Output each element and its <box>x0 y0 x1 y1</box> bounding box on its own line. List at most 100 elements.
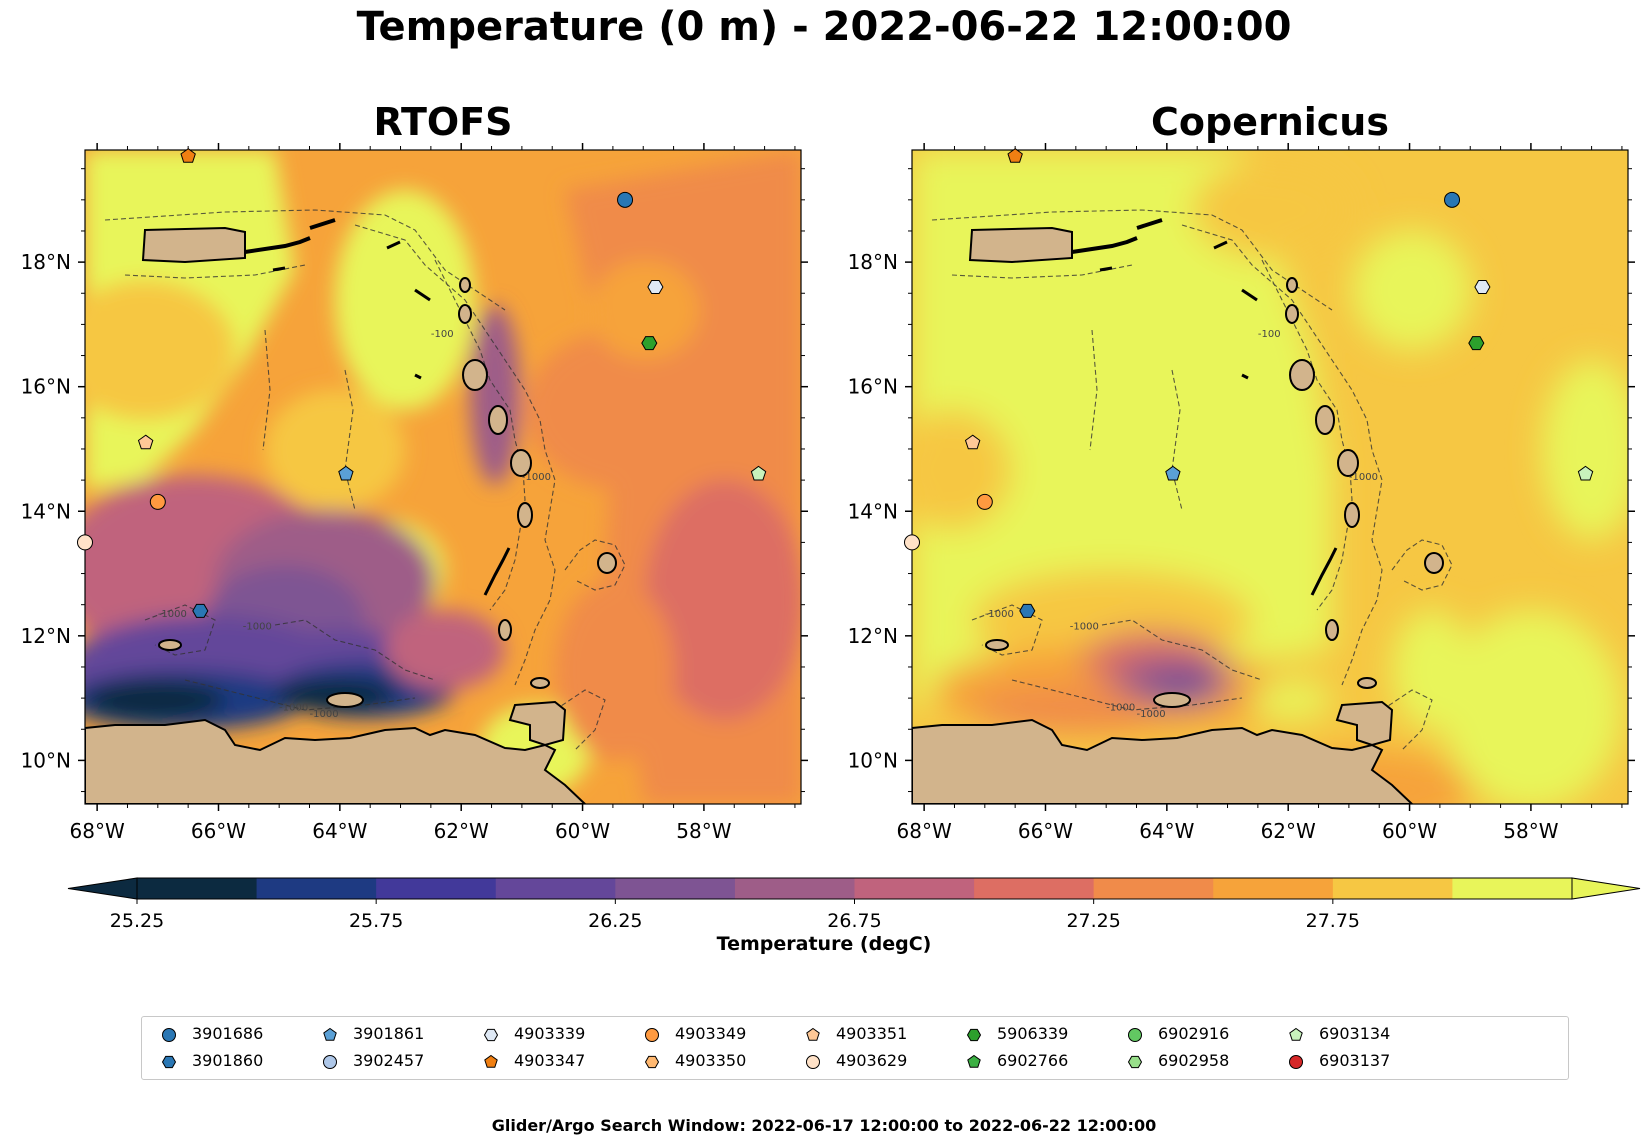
legend-label: 6903137 <box>1319 1051 1391 1070</box>
legend-marker-icon <box>483 1028 499 1042</box>
colorbar-segment <box>854 878 975 899</box>
colorbar-tick-label: 27.25 <box>1066 910 1120 932</box>
lat-tick-label: 14°N <box>21 499 71 523</box>
legend-marker-4903350 <box>644 1055 660 1069</box>
lat-tick-label: 10°N <box>848 748 898 772</box>
lon-tick-label: 66°W <box>1018 819 1073 843</box>
map-axes: 68°W 66°W 64°W 62°W 60°W 58°W 18°N 16°N 14°N 12°N… <box>21 143 1635 843</box>
legend-label: 6903134 <box>1319 1024 1391 1043</box>
float-marker-4903339 <box>1474 280 1491 294</box>
legend-marker-4903349 <box>645 1028 659 1042</box>
contour-label: -100 <box>1258 329 1281 340</box>
lon-tick-label: 58°W <box>1503 819 1558 843</box>
colorbar-segment <box>137 878 258 899</box>
colorbar-tick-label: 26.25 <box>588 910 642 932</box>
lat-tick-label: 16°N <box>848 375 898 399</box>
legend-marker-icon <box>645 1028 659 1042</box>
float-marker-4903351 <box>964 434 981 450</box>
legend-label: 4903350 <box>675 1051 747 1070</box>
legend-label: 3901861 <box>353 1024 425 1043</box>
lon-tick-label: 64°W <box>1139 819 1194 843</box>
legend-marker-icon <box>484 1054 498 1068</box>
legend-label: 3901686 <box>192 1024 264 1043</box>
float-marker-4903347 <box>1007 148 1023 163</box>
legend-marker-icon <box>967 1054 981 1068</box>
legend-label: 5906339 <box>997 1024 1069 1043</box>
float-marker-3901686 <box>1444 191 1461 208</box>
float-marker-3901861 <box>338 465 354 481</box>
colorbar-min-extend <box>67 877 138 900</box>
colorbar-segment <box>615 878 736 899</box>
legend-marker-icon <box>161 1055 177 1069</box>
search-window-note: Glider/Argo Search Window: 2022-06-17 12… <box>491 1116 1157 1135</box>
legend-marker-icon <box>162 1028 176 1042</box>
contour-label: -1000 <box>985 609 1014 620</box>
colorbar-tick-label: 25.25 <box>110 910 164 932</box>
lon-tick-label: 60°W <box>555 819 610 843</box>
legend-marker-icon <box>1127 1055 1143 1069</box>
legend-marker-icon <box>1289 1027 1303 1041</box>
legend-marker-icon <box>644 1055 660 1069</box>
colorbar-max-extend <box>1571 877 1641 900</box>
float-marker-5906339 <box>1468 336 1485 351</box>
contour-label: -1000 <box>158 609 187 620</box>
contour-label: -100 <box>431 329 454 340</box>
legend-marker-icon <box>323 1027 337 1041</box>
contour-label: -1000 <box>522 472 551 483</box>
colorbar-segment <box>1093 878 1214 899</box>
legend-marker-icon <box>1128 1028 1142 1042</box>
legend-marker-3902457 <box>323 1055 337 1069</box>
float-markers <box>77 148 1594 618</box>
lon-tick-label: 64°W <box>312 819 367 843</box>
colorbar-segment <box>734 878 855 899</box>
legend-marker-5906339 <box>966 1028 982 1042</box>
float-marker-4903351 <box>137 434 154 450</box>
float-marker-6903134 <box>1577 465 1594 481</box>
legend-label: 4903629 <box>836 1051 908 1070</box>
legend-label: 4903351 <box>836 1024 908 1043</box>
map-panel-rtofs <box>84 149 802 805</box>
legend-marker-3901860 <box>161 1055 177 1069</box>
legend-marker-4903629 <box>806 1055 820 1069</box>
float-marker-4903349 <box>976 493 993 510</box>
lat-tick-label: 18°N <box>21 250 71 274</box>
legend-marker-6903134 <box>1289 1027 1303 1041</box>
legend-marker-icon <box>806 1027 820 1041</box>
colorbar-segment <box>1452 878 1573 899</box>
legend-label: 4903349 <box>675 1024 747 1043</box>
float-legend: 3901686 3901860 3901861 3902457 4903339 49033… <box>141 1016 1569 1080</box>
legend-marker-icon <box>323 1055 337 1069</box>
lat-tick-label: 18°N <box>848 250 898 274</box>
float-marker-3901860 <box>1019 603 1036 618</box>
legend-label: 4903339 <box>514 1024 586 1043</box>
contour-label: -1000 <box>279 703 308 714</box>
lat-tick-label: 12°N <box>21 624 71 648</box>
colorbar-segment <box>495 878 616 899</box>
legend-marker-icon <box>966 1028 982 1042</box>
legend-label: 4903347 <box>514 1051 586 1070</box>
lat-tick-label: 16°N <box>21 375 71 399</box>
legend-marker-6902766 <box>967 1054 981 1068</box>
float-marker-4903347 <box>180 148 196 163</box>
lon-tick-label: 58°W <box>676 819 731 843</box>
float-marker-3901861 <box>1165 465 1181 481</box>
float-marker-3901686 <box>617 191 634 208</box>
float-marker-4903629 <box>904 534 920 551</box>
contour-label: -1000 <box>243 622 272 633</box>
legend-label: 6902958 <box>1158 1051 1230 1070</box>
colorbar-segment <box>974 878 1095 899</box>
legend-marker-4903351 <box>806 1027 820 1041</box>
contour-label: -1000 <box>1137 709 1166 720</box>
map-panel-copernicus <box>911 149 1629 805</box>
contour-label: -1000 <box>1349 472 1378 483</box>
panel-title-copernicus: Copernicus <box>1151 100 1389 144</box>
legend-label: 3901860 <box>192 1051 264 1070</box>
colorbar-label: Temperature (degC) <box>716 933 932 955</box>
legend-marker-3901686 <box>162 1028 176 1042</box>
lon-tick-label: 62°W <box>434 819 489 843</box>
legend-marker-4903347 <box>484 1054 498 1068</box>
sst-field-copernicus <box>912 150 1628 804</box>
float-marker-3901860 <box>192 603 209 618</box>
colorbar-segment <box>376 878 497 899</box>
legend-marker-icon <box>1289 1055 1303 1069</box>
